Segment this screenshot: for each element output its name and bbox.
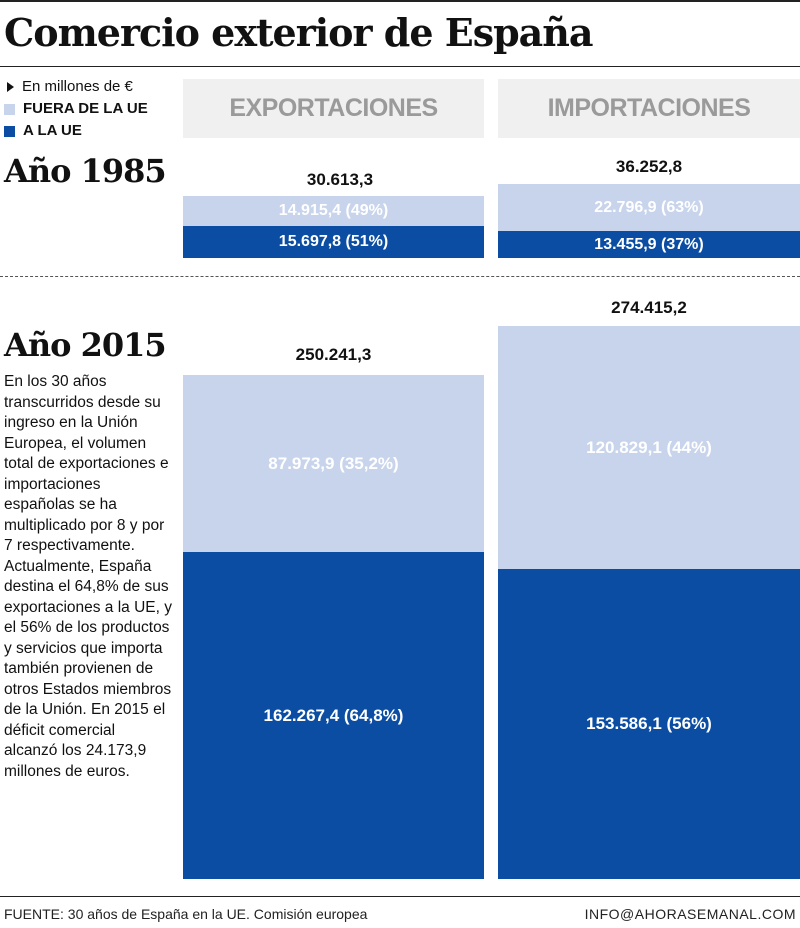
legend-label-fuera: FUERA DE LA UE — [23, 100, 148, 117]
legend-unit: En millones de € — [4, 76, 148, 98]
bar-1985-import-ue: 13.455,9 (37%) — [498, 231, 800, 258]
year-label-2015: Año 2015 — [4, 326, 167, 364]
bar-2015-import-ue: 153.586,1 (56%) — [498, 569, 800, 879]
title-rule — [0, 66, 800, 67]
description-text: En los 30 años transcurridos desde su in… — [4, 373, 173, 780]
year-label-1985: Año 1985 — [4, 152, 167, 190]
total-label-2015-import: 274.415,2 — [611, 298, 687, 317]
top-rule — [0, 0, 800, 2]
legend-label-ue: A LA UE — [23, 122, 82, 139]
total-label-1985-export: 30.613,3 — [306, 170, 374, 189]
chart-title: Comercio exterior de España — [4, 10, 594, 55]
column-header-exportaciones: EXPORTACIONES — [183, 79, 484, 138]
legend-unit-label: En millones de € — [22, 78, 133, 95]
legend-swatch-fuera — [4, 103, 15, 115]
total-label-1985-import: 36.252,8 — [615, 157, 683, 176]
triangle-icon — [7, 82, 14, 92]
total-label-2015-export: 250.241,3 — [295, 345, 372, 364]
bar-1985-import-fuera: 22.796,9 (63%) — [498, 184, 800, 231]
bar-1985-export-ue: 15.697,8 (51%) — [183, 226, 484, 258]
bar-1985-export-fuera: 14.915,4 (49%) — [183, 196, 484, 226]
legend-item-ue: A LA UE — [4, 120, 148, 142]
bar-2015-import-fuera: 120.829,1 (44%) — [498, 326, 800, 569]
source-note: FUENTE: 30 años de España en la UE. Comi… — [4, 906, 368, 922]
legend: En millones de € FUERA DE LA UE A LA UE — [4, 76, 148, 142]
credit-note: INFO@AHORASEMANAL.COM — [584, 906, 796, 922]
bar-2015-export-fuera: 87.973,9 (35,2%) — [183, 375, 484, 552]
bar-2015-export-ue: 162.267,4 (64,8%) — [183, 552, 484, 879]
dashed-divider — [0, 276, 800, 277]
column-header-importaciones: IMPORTACIONES — [498, 79, 800, 138]
bottom-rule — [0, 896, 800, 897]
legend-item-fuera: FUERA DE LA UE — [4, 98, 148, 120]
legend-swatch-ue — [4, 125, 15, 137]
